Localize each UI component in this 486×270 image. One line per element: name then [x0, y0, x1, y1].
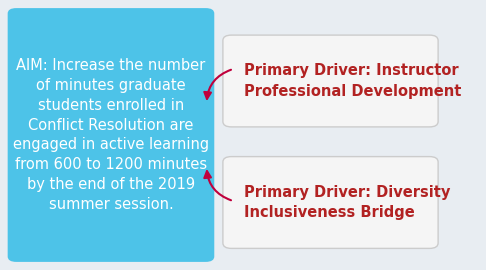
FancyBboxPatch shape — [223, 35, 438, 127]
FancyBboxPatch shape — [223, 157, 438, 248]
Text: Primary Driver: Instructor
Professional Development: Primary Driver: Instructor Professional … — [244, 63, 462, 99]
FancyBboxPatch shape — [8, 8, 214, 262]
Text: AIM: Increase the number
of minutes graduate
students enrolled in
Conflict Resol: AIM: Increase the number of minutes grad… — [13, 58, 209, 212]
Text: Primary Driver: Diversity
Inclusiveness Bridge: Primary Driver: Diversity Inclusiveness … — [244, 184, 451, 221]
